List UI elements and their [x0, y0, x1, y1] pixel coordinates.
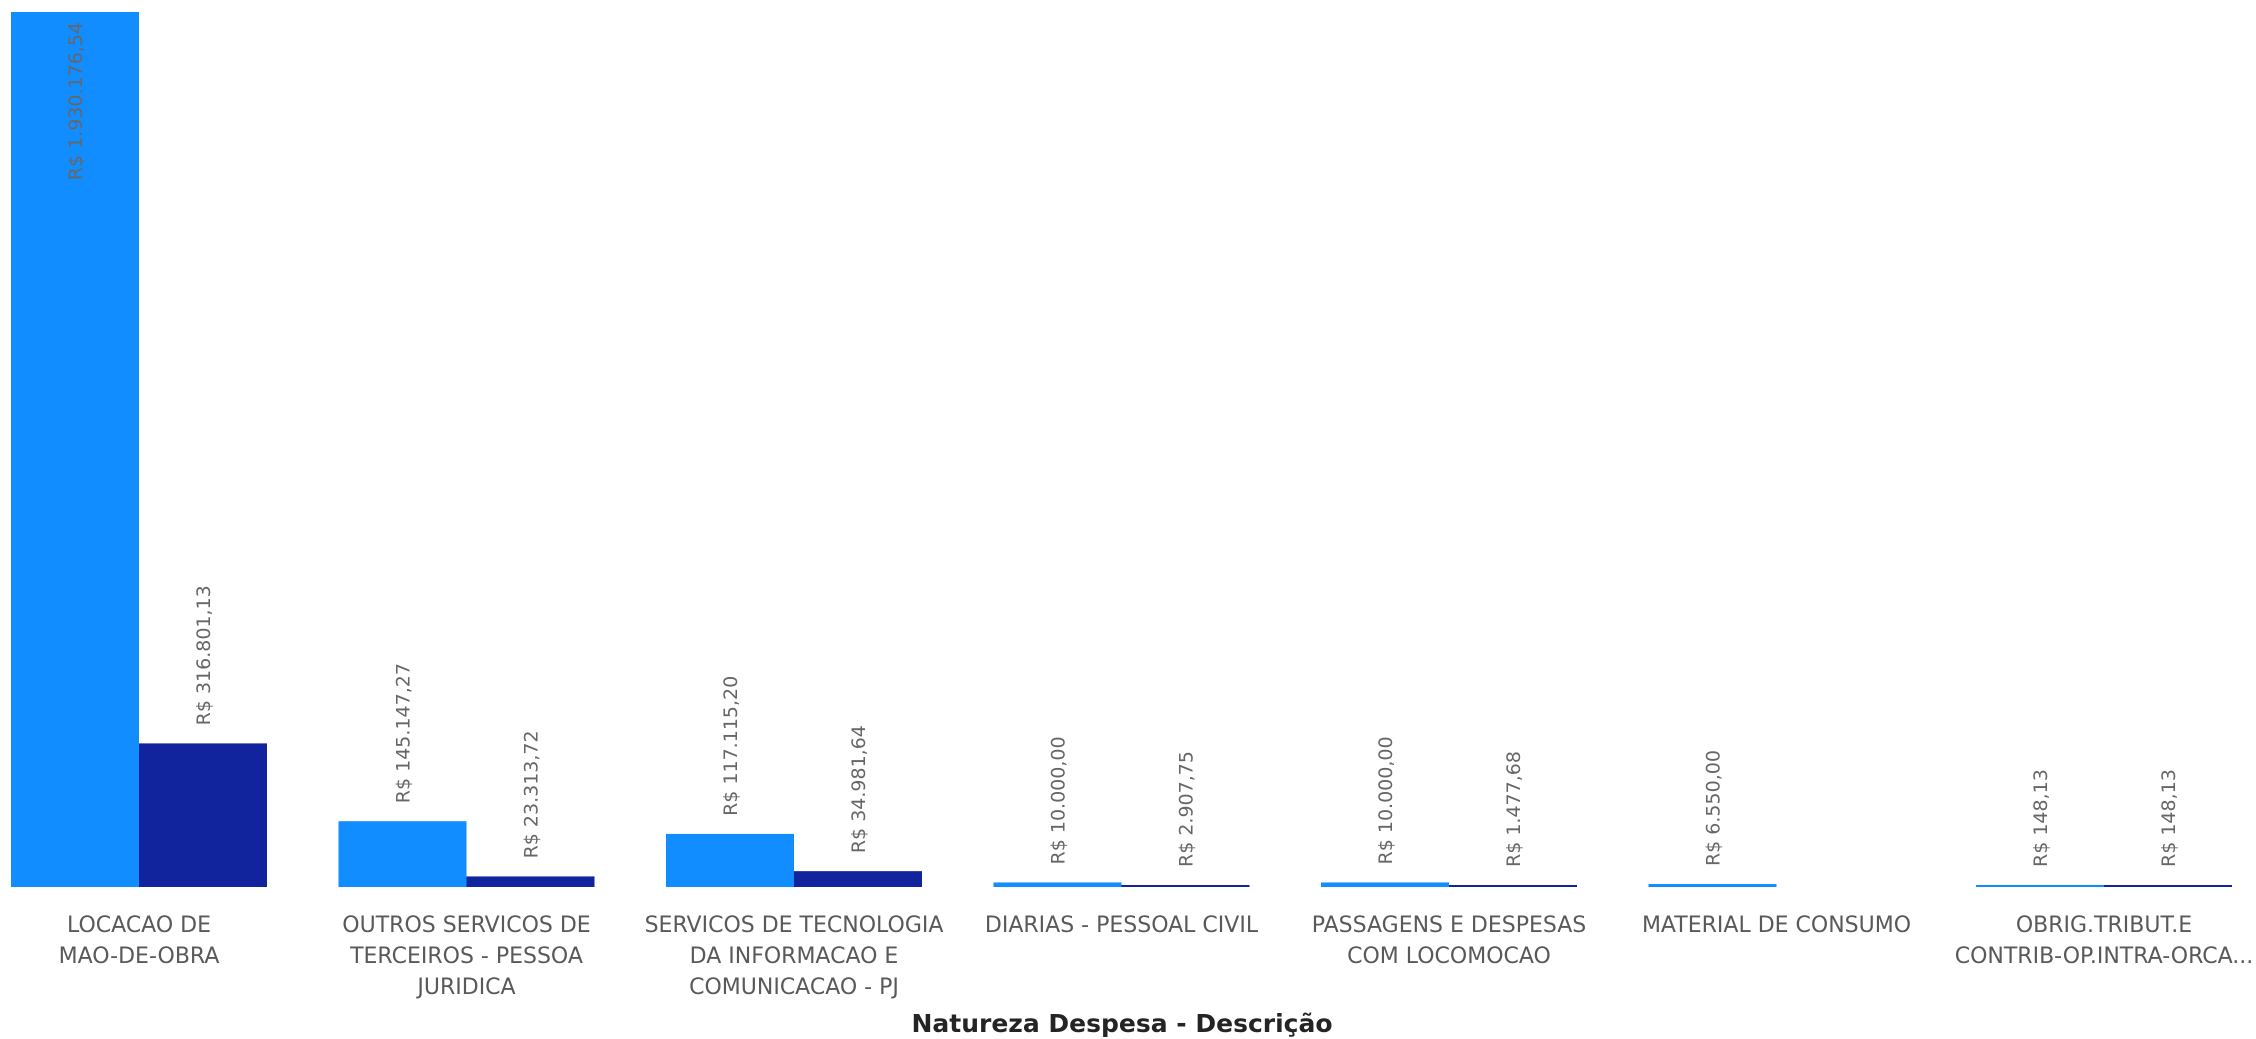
data-label-series2-cat4: R$ 2.907,75 [1176, 751, 1198, 867]
bar-series1-cat5[interactable] [1321, 882, 1449, 887]
category-label-1: LOCACAO DE MAO-DE-OBRA [59, 913, 220, 969]
data-label-series2-cat1: R$ 316.801,13 [193, 585, 215, 725]
data-label-series2-cat7: R$ 148,13 [2158, 769, 2180, 867]
bar-series2-cat3[interactable] [794, 871, 922, 887]
category-label-3: SERVICOS DE TECNOLOGIA DA INFORMACAO E COM… [645, 913, 944, 1000]
bar-series2-cat2[interactable] [466, 876, 595, 887]
category-label-6: MATERIAL DE CONSUMO [1642, 913, 1911, 938]
bar-series1-cat3[interactable] [666, 833, 794, 887]
category-label-7: OBRIG.TRIBUT.E CONTRIB-OP.INTRA-ORCA... [1955, 913, 2254, 969]
category-label-4: DIARIAS - PESSOAL CIVIL [985, 913, 1259, 938]
bar-series2-cat1[interactable] [139, 743, 267, 887]
category-label-5: PASSAGENS E DESPESAS COM LOCOMOCAO [1312, 913, 1587, 969]
bar-series1-cat2[interactable] [338, 821, 467, 887]
category-label-2: OUTROS SERVICOS DE TERCEIROS - PESSOA JURI… [342, 913, 590, 1000]
data-label-series2-cat5: R$ 1.477,68 [1503, 751, 1525, 867]
bar-series2-cat4[interactable] [1121, 885, 1250, 887]
data-label-series2-cat3: R$ 34.981,64 [848, 725, 870, 853]
data-label-series1-cat4: R$ 10.000,00 [1048, 736, 1070, 864]
data-label-series1-cat7: R$ 148,13 [2030, 769, 2052, 867]
bar-series1-cat1[interactable] [11, 12, 139, 887]
bar-series1-cat6[interactable] [1648, 884, 1777, 887]
bars-layer [11, 12, 2232, 887]
data-label-series1-cat6: R$ 6.550,00 [1703, 750, 1725, 866]
data-label-series1-cat3: R$ 117.115,20 [720, 676, 742, 816]
bar-series1-cat7[interactable] [1976, 885, 2104, 887]
data-labels-layer: R$ 1.930.176,54 R$ 316.801,13 R$ 145.147,2… [65, 22, 2180, 867]
x-axis-title: Natureza Despesa - Descrição [911, 1009, 1332, 1038]
data-label-series1-cat5: R$ 10.000,00 [1375, 736, 1397, 864]
data-label-series1-cat2: R$ 145.147,27 [393, 663, 415, 803]
category-labels-layer: LOCACAO DE MAO-DE-OBRA OUTROS SERVICOS DE T… [59, 913, 2254, 1000]
bar-series2-cat7[interactable] [2104, 885, 2232, 887]
data-label-series2-cat2: R$ 23.313,72 [521, 730, 543, 858]
data-label-series1-cat1: R$ 1.930.176,54 [65, 22, 87, 180]
bar-series1-cat4[interactable] [993, 882, 1122, 887]
bar-series2-cat5[interactable] [1449, 885, 1577, 887]
